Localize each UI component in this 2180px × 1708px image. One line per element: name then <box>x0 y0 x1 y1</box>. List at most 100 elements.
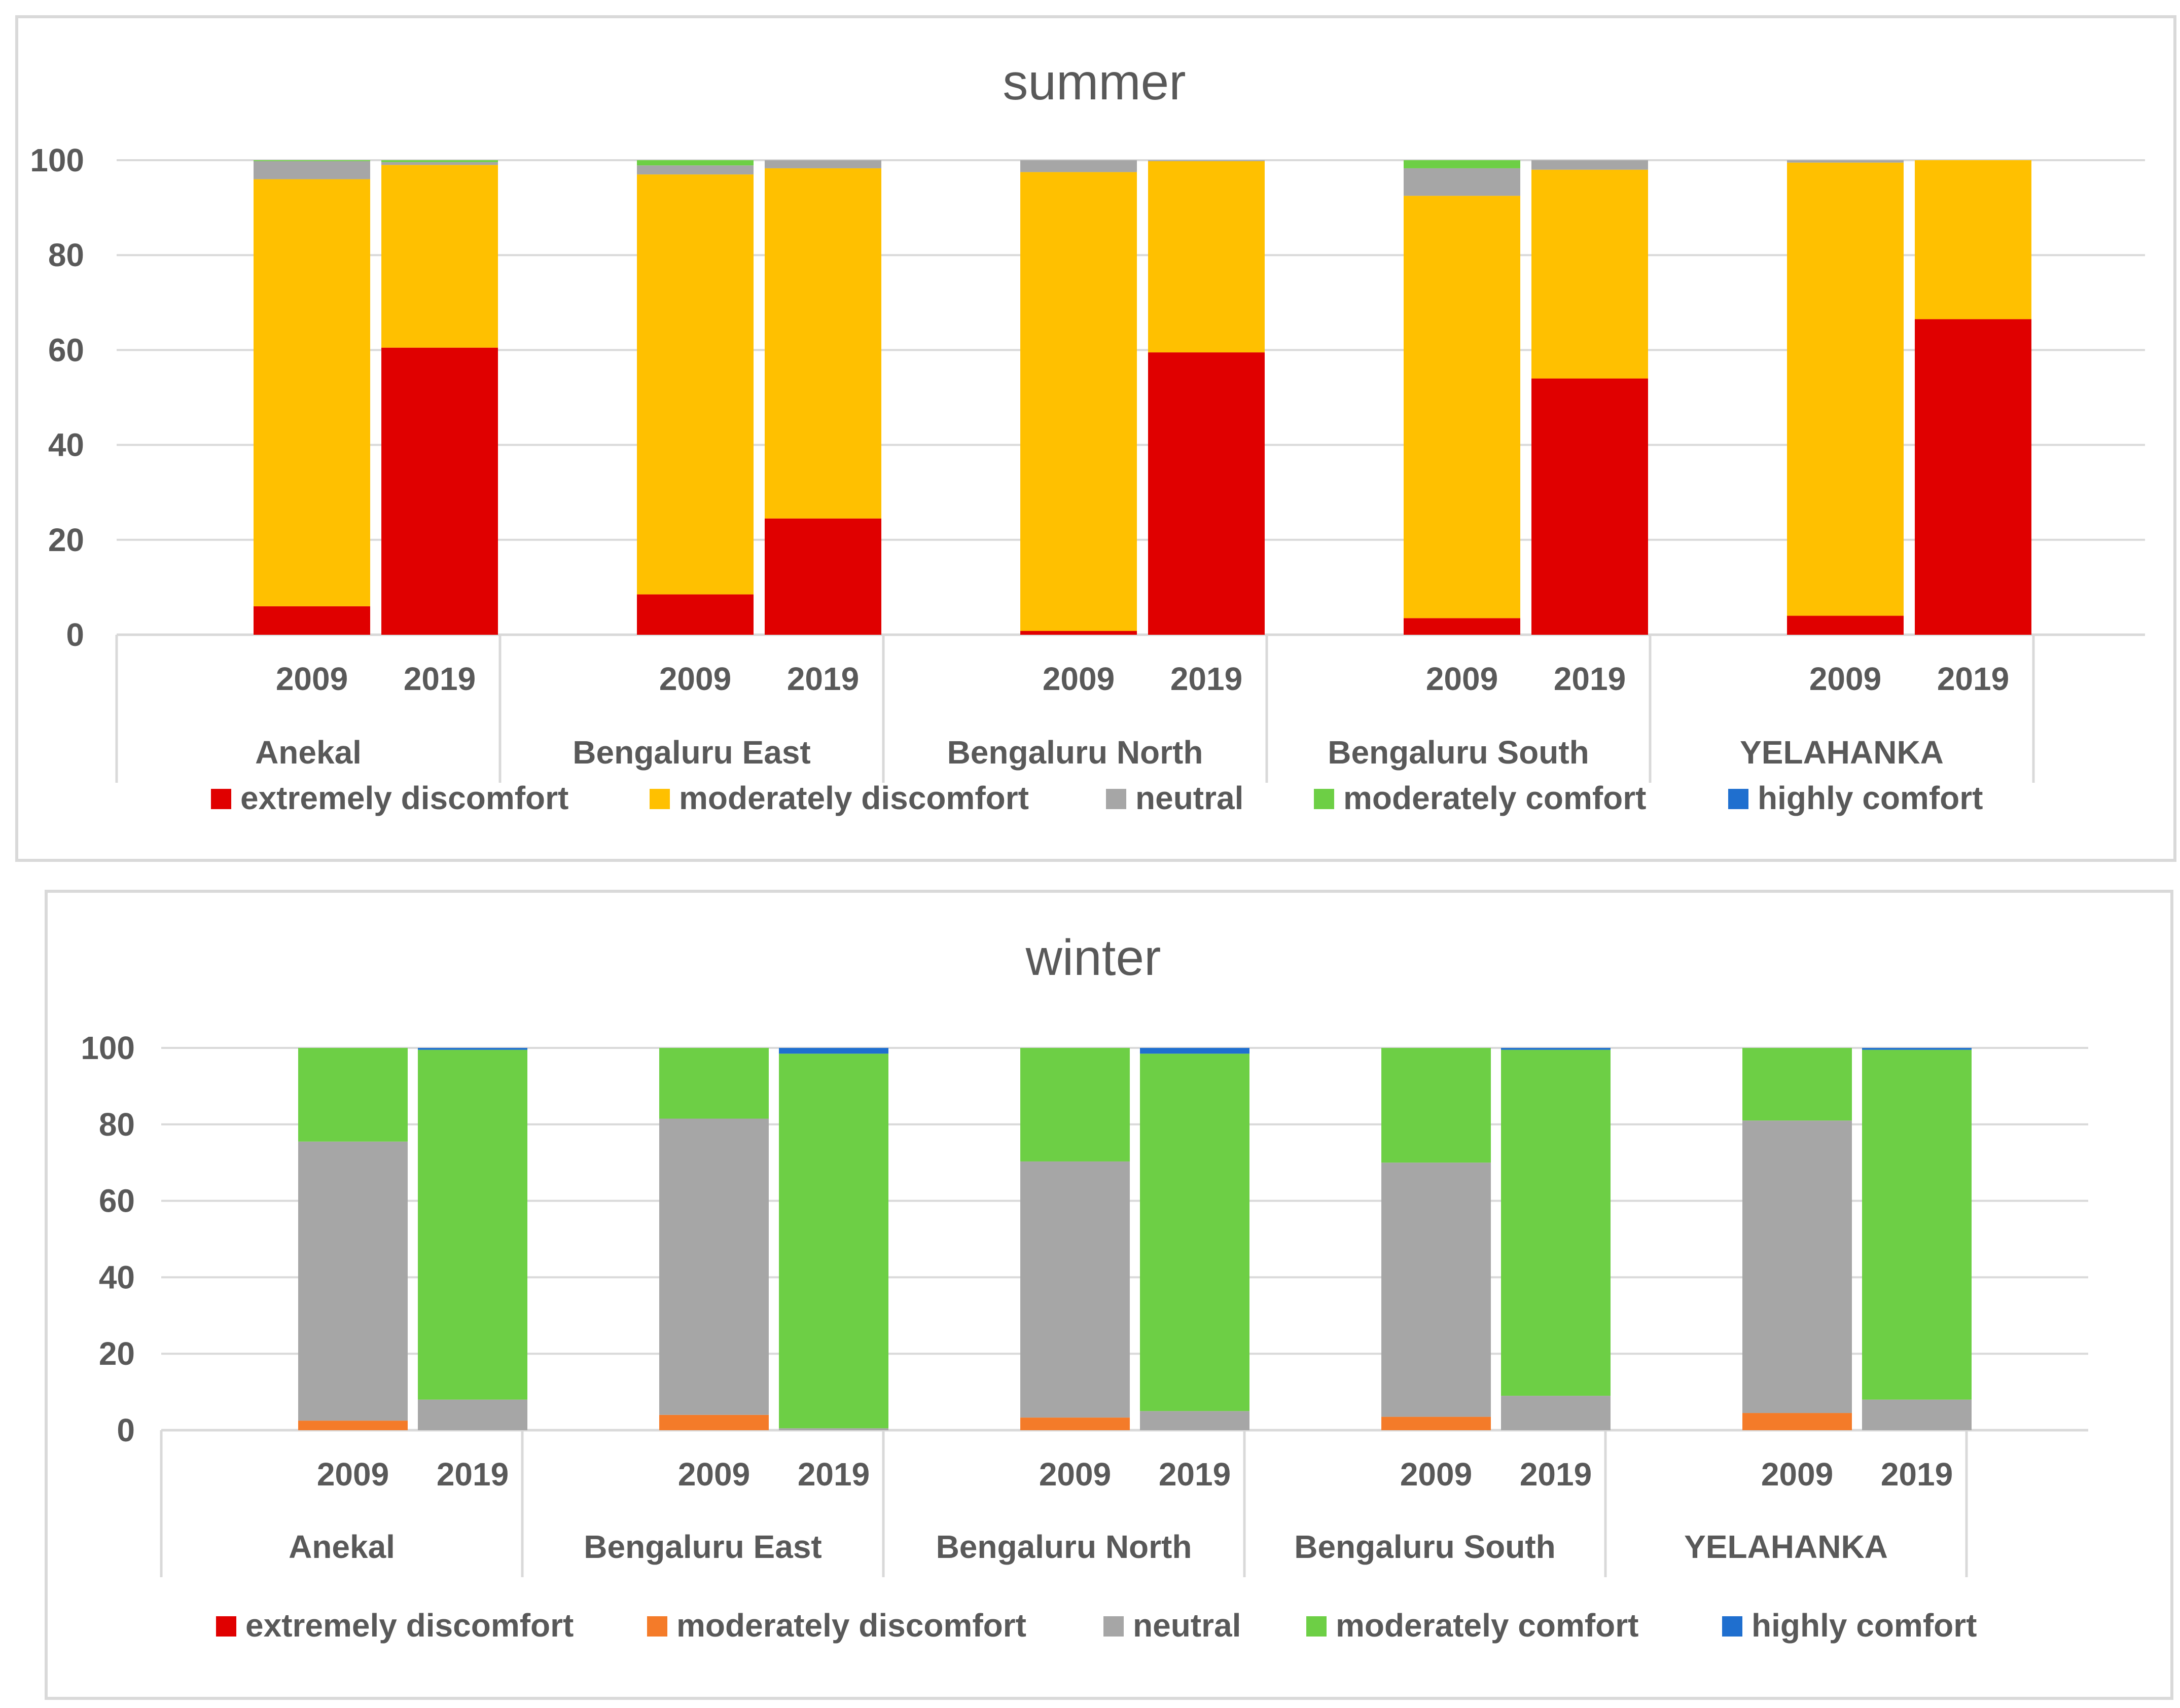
summer-year-label: 2009 <box>1809 661 1881 697</box>
summer-bar-bengaluru-north-2009-neutral <box>1020 160 1137 172</box>
summer-bar-bengaluru-east-2019-neutral <box>765 160 881 168</box>
winter-bar-yelahanka-2019-moderately-comfort <box>1862 1049 1972 1400</box>
winter-bar-anekal-2019-highly-comfort <box>418 1048 527 1050</box>
winter-bar-bengaluru-east-2019-moderately-comfort <box>779 1053 888 1429</box>
summer-bar-bengaluru-north-2009-moderately-discomfort <box>1020 172 1137 631</box>
summer-chart: summer 0 20 40 60 80 100 2009 2019 2009 2019 2009 20… <box>30 54 2145 816</box>
winter-bar-bengaluru-north-2019-highly-comfort <box>1140 1048 1249 1054</box>
winter-y-tick-label: 80 <box>99 1106 135 1143</box>
winter-legend-swatch-neutral <box>1103 1616 1124 1637</box>
summer-bar-anekal-2009-extremely-discomfort <box>254 606 370 635</box>
summer-bar-anekal-2009-neutral <box>254 161 370 179</box>
summer-bar-bengaluru-south-2009-moderately-discomfort <box>1404 196 1520 619</box>
summer-bar-yelahanka-2019-extremely-discomfort <box>1915 319 2031 635</box>
summer-bar-bengaluru-north-2019-moderately-discomfort <box>1148 161 1265 353</box>
winter-bar-bengaluru-east-2019-highly-comfort <box>779 1048 888 1054</box>
summer-bar-anekal-2019-extremely-discomfort <box>381 347 498 635</box>
winter-year-label: 2009 <box>1761 1456 1833 1493</box>
summer-bar-bengaluru-north-2009-extremely-discomfort <box>1020 631 1137 635</box>
summer-bar-yelahanka-2009-neutral <box>1787 160 1904 163</box>
summer-bar-bengaluru-south-2019-moderately-discomfort <box>1531 169 1648 379</box>
summer-y-tick-label: 60 <box>48 332 84 368</box>
winter-legend-label-extremely-discomfort: extremely discomfort <box>245 1607 574 1644</box>
winter-bar-bengaluru-south-2019-neutral <box>1501 1396 1611 1430</box>
winter-group-label-bengaluru-south: Bengaluru South <box>1294 1529 1556 1565</box>
summer-bar-bengaluru-east-2009-neutral <box>637 165 754 175</box>
winter-bar-anekal-2009-moderately-comfort <box>298 1048 408 1142</box>
summer-bar-bengaluru-east-2009-moderately-discomfort <box>637 174 754 595</box>
winter-y-tick-label: 0 <box>117 1412 135 1448</box>
winter-bar-bengaluru-north-2019-neutral <box>1140 1411 1249 1430</box>
summer-bar-bengaluru-north-2019-neutral <box>1148 160 1265 161</box>
summer-bar-yelahanka-2009-moderately-discomfort <box>1787 162 1904 616</box>
winter-bar-anekal-2009-neutral <box>298 1141 408 1421</box>
summer-bar-anekal-2019-neutral <box>381 162 498 165</box>
summer-y-tick-label: 40 <box>48 427 84 463</box>
summer-legend-swatch-moderately-discomfort <box>650 789 670 809</box>
winter-bar-anekal-2019-neutral <box>418 1399 527 1430</box>
winter-bar-bengaluru-east-2009-moderately-discomfort <box>659 1414 769 1430</box>
summer-bar-bengaluru-south-2009-moderately-comfort <box>1404 160 1520 168</box>
summer-legend-label-extremely-discomfort: extremely discomfort <box>240 780 568 816</box>
summer-bar-bengaluru-south-2009-neutral <box>1404 168 1520 196</box>
winter-bar-anekal-2019-moderately-comfort <box>418 1049 527 1400</box>
winter-year-label: 2009 <box>1039 1456 1111 1493</box>
winter-chart-title: winter <box>1025 929 1161 986</box>
summer-legend-label-neutral: neutral <box>1135 780 1243 816</box>
winter-bar-yelahanka-2009-neutral <box>1742 1120 1852 1413</box>
winter-bar-yelahanka-2009-moderately-discomfort <box>1742 1413 1852 1430</box>
winter-bar-bengaluru-south-2009-moderately-comfort <box>1381 1048 1491 1163</box>
summer-bar-anekal-2009-moderately-discomfort <box>254 179 370 606</box>
summer-legend-swatch-neutral <box>1106 789 1126 809</box>
winter-legend-label-moderately-comfort: moderately comfort <box>1336 1607 1638 1644</box>
summer-group-label-bengaluru-east: Bengaluru East <box>573 734 810 771</box>
summer-legend-swatch-moderately-comfort <box>1314 789 1334 809</box>
summer-y-tick-label: 0 <box>66 616 84 653</box>
summer-legend-label-moderately-discomfort: moderately discomfort <box>679 780 1029 816</box>
summer-bar-bengaluru-north-2019-extremely-discomfort <box>1148 352 1265 635</box>
winter-bar-bengaluru-north-2009-neutral <box>1020 1161 1130 1418</box>
winter-bar-bengaluru-north-2019-moderately-comfort <box>1140 1053 1249 1411</box>
summer-year-label: 2019 <box>404 661 476 697</box>
winter-year-label: 2019 <box>1520 1456 1592 1493</box>
winter-y-tick-label: 20 <box>99 1335 135 1372</box>
winter-bar-bengaluru-north-2009-moderately-comfort <box>1020 1048 1130 1161</box>
summer-group-label-yelahanka: YELAHANKA <box>1740 734 1944 771</box>
winter-legend-swatch-moderately-comfort <box>1306 1616 1327 1637</box>
winter-bar-bengaluru-north-2009-moderately-discomfort <box>1020 1418 1130 1430</box>
winter-year-label: 2019 <box>1159 1456 1231 1493</box>
winter-y-tick-label: 100 <box>81 1030 135 1066</box>
winter-bar-yelahanka-2019-highly-comfort <box>1862 1048 1972 1050</box>
summer-y-tick-label: 20 <box>48 522 84 558</box>
winter-bar-bengaluru-east-2019-neutral <box>779 1428 888 1430</box>
winter-bar-bengaluru-south-2009-neutral <box>1381 1162 1491 1417</box>
summer-year-label: 2019 <box>1937 661 2009 697</box>
summer-bar-anekal-2009-moderately-comfort <box>254 160 370 161</box>
summer-chart-title: summer <box>1003 54 1186 111</box>
summer-bar-bengaluru-east-2009-moderately-comfort <box>637 160 754 166</box>
winter-chart: winter 0 20 40 60 80 100 2009 2019 2009 2019 2009 20… <box>81 929 2088 1644</box>
winter-group-label-anekal: Anekal <box>289 1529 395 1565</box>
winter-bar-bengaluru-east-2009-moderately-comfort <box>659 1048 769 1119</box>
summer-bar-bengaluru-east-2019-extremely-discomfort <box>765 518 881 635</box>
winter-year-label: 2009 <box>678 1456 750 1493</box>
summer-y-tick-label: 100 <box>30 142 84 178</box>
winter-y-tick-label: 60 <box>99 1183 135 1219</box>
summer-bar-anekal-2019-moderately-comfort <box>381 160 498 162</box>
winter-bar-bengaluru-south-2009-moderately-discomfort <box>1381 1416 1491 1430</box>
winter-year-label: 2019 <box>1881 1456 1953 1493</box>
winter-year-label: 2009 <box>317 1456 389 1493</box>
summer-chart-panel: summer 0 20 40 60 80 100 2009 2019 2009 2019 2009 20… <box>15 15 2176 862</box>
winter-legend-label-moderately-discomfort: moderately discomfort <box>676 1607 1026 1644</box>
summer-year-label: 2019 <box>1170 661 1242 697</box>
winter-bar-yelahanka-2009-moderately-comfort <box>1742 1048 1852 1121</box>
summer-year-label: 2009 <box>1043 661 1115 697</box>
summer-legend-label-highly-comfort: highly comfort <box>1758 780 1983 816</box>
winter-bar-anekal-2009-moderately-discomfort <box>298 1421 408 1430</box>
winter-bar-bengaluru-south-2019-moderately-comfort <box>1501 1049 1611 1396</box>
summer-legend-swatch-highly-comfort <box>1728 789 1748 809</box>
summer-bar-bengaluru-east-2009-extremely-discomfort <box>637 594 754 635</box>
winter-y-tick-label: 40 <box>99 1259 135 1295</box>
winter-group-label-bengaluru-east: Bengaluru East <box>584 1529 821 1565</box>
